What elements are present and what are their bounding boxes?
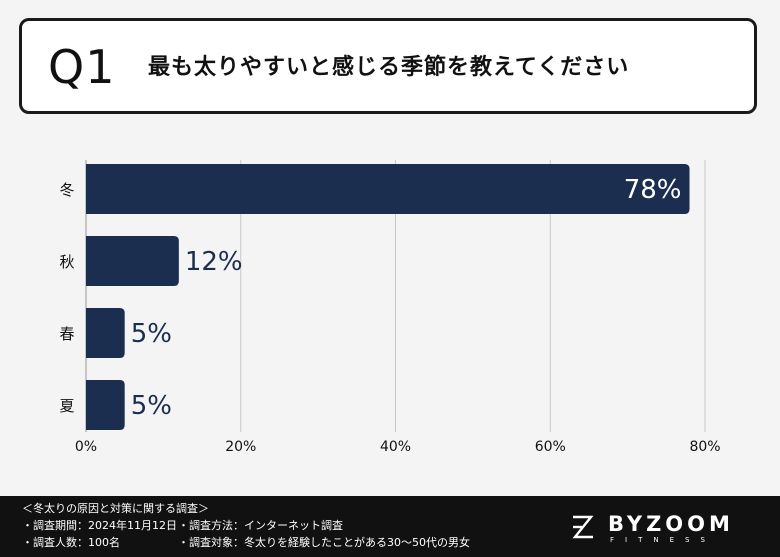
survey-period: ・調査期間：2024年11月12日 [22,519,177,532]
x-tick-label: 40% [380,439,411,455]
value-label: 5% [131,319,172,349]
brand-name: BYZOOM [608,512,734,536]
brand-mark-icon [572,515,594,539]
question-text: 最も太りやすいと感じる季節を教えてください [148,55,630,80]
survey-title: ＜冬太りの原因と対策に関する調査＞ [22,502,209,515]
x-tick-label: 60% [535,439,566,455]
value-label: 12% [185,247,243,277]
brand-subtitle: FITNESS [610,536,716,544]
category-label: 夏 [59,397,74,415]
value-label: 78% [624,175,682,205]
bar-chart: 0% 20% 40% 60% 80% 冬 78% 秋 12% 春 5% 夏 5% [59,160,721,455]
question-box: Q1 最も太りやすいと感じる季節を教えてください [19,18,757,114]
category-label: 秋 [59,253,74,271]
category-label: 春 [59,325,74,343]
survey-footer: ＜冬太りの原因と対策に関する調査＞ ・調査期間：2024年11月12日 ・調査方… [0,496,780,557]
value-label: 5% [131,391,172,421]
x-tick-label: 20% [225,439,256,455]
question-number: Q1 [48,40,116,94]
bar [86,308,125,358]
survey-respondents: ・調査人数：100名 [22,536,120,549]
survey-method: ・調査方法：インターネット調査 [178,519,343,532]
x-tick-label: 80% [689,439,720,455]
bar [86,164,690,214]
x-tick-label: 0% [75,439,97,455]
brand-logo: BYZOOM FITNESS [570,512,760,544]
bar [86,236,179,286]
survey-target: ・調査対象：冬太りを経験したことがある30〜50代の男女 [178,536,470,549]
category-label: 冬 [59,181,74,199]
bar [86,380,125,430]
